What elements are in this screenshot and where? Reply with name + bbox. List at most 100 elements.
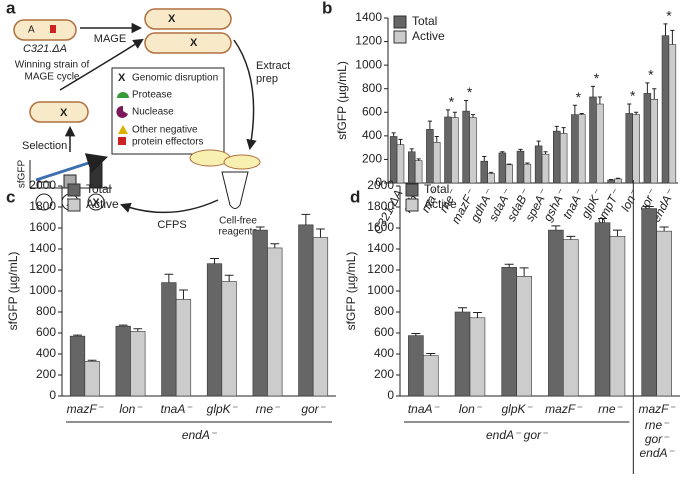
group-label: endA⁻: [639, 446, 675, 460]
error-bar: [670, 29, 675, 45]
extract-label: Extract: [256, 60, 290, 72]
error-bar: [426, 352, 436, 356]
reagents-label: reagents: [219, 227, 258, 238]
y-tick-label: 1200: [355, 34, 382, 48]
y-tick-label: 2000: [29, 178, 56, 192]
group-label: endA⁻: [182, 428, 218, 442]
group-label: rne⁻: [645, 418, 670, 432]
arrow: [233, 39, 257, 151]
bar: [206, 263, 223, 397]
bar: [523, 163, 532, 184]
error-bar: [391, 132, 396, 137]
error-bar: [612, 229, 622, 237]
legend-icon: [116, 105, 128, 118]
bar: [578, 114, 586, 184]
error-bar: [270, 243, 280, 248]
error-bar: [411, 333, 421, 336]
bar: [596, 103, 604, 184]
bar: [516, 150, 525, 184]
x-tick-label: mazF⁻: [638, 402, 676, 416]
error-bar: [561, 127, 566, 134]
x-tick-label: rne⁻: [256, 402, 281, 416]
error-bar: [434, 135, 439, 143]
y-tick-label: 1400: [29, 241, 56, 255]
bar: [462, 110, 470, 184]
bar: [625, 113, 633, 184]
cell: [13, 19, 77, 41]
error-bar: [645, 82, 650, 94]
error-bar: [427, 120, 432, 130]
legend-label: Active: [424, 197, 457, 211]
legend-label: Active: [86, 197, 119, 211]
cell-icon: X: [168, 13, 176, 25]
bar: [541, 153, 550, 184]
y-tick-label: 400: [374, 346, 394, 360]
bar: [221, 281, 237, 397]
error-bar: [118, 324, 128, 327]
bar: [563, 239, 579, 397]
bar: [498, 152, 507, 184]
bar: [451, 117, 459, 184]
y-tick-label: 0: [49, 388, 56, 402]
bar: [454, 311, 471, 397]
y-tick-label: 400: [36, 346, 56, 360]
legend-label: Total: [86, 182, 111, 196]
bar: [505, 164, 513, 184]
y-tick-label: 1000: [29, 283, 56, 297]
bar: [607, 179, 615, 184]
error-bar: [458, 307, 468, 312]
x-tick-label: lon⁻: [459, 402, 483, 416]
error-bar: [652, 88, 657, 100]
tube: [221, 171, 249, 209]
error-bar: [445, 109, 451, 117]
y-tick-label: 1400: [355, 10, 382, 24]
legend-icon: X: [118, 72, 126, 84]
bar: [668, 44, 677, 184]
bar: [501, 267, 517, 397]
legend-icon: [118, 125, 128, 134]
error-bar: [504, 263, 514, 268]
y-tick-label: 1400: [367, 241, 394, 255]
error-bar: [598, 218, 608, 223]
sfgfp-label: sfGFP: [17, 160, 28, 189]
bar: [609, 236, 626, 397]
x-tick-label: lon⁻: [119, 402, 143, 416]
error-bar: [525, 162, 530, 165]
x-tick-label: tnaA⁻: [161, 402, 194, 416]
bar: [548, 229, 564, 397]
bar: [661, 35, 670, 184]
legend-swatch: [405, 198, 419, 212]
cell: [144, 8, 232, 30]
error-bar: [536, 140, 541, 146]
error-bar: [507, 163, 512, 165]
bar: [267, 247, 283, 397]
error-bar: [255, 226, 265, 231]
error-bar: [470, 114, 476, 118]
mini-cell: [87, 193, 105, 211]
cell-extract: [223, 154, 261, 170]
y-tick-label: 800: [36, 304, 56, 318]
cfps-label: CFPS: [157, 219, 186, 231]
error-bar: [644, 205, 654, 209]
significance-marker: *: [576, 89, 582, 105]
bar: [396, 144, 405, 184]
bar: [650, 99, 658, 184]
legend-text: Nuclease: [132, 107, 174, 118]
mage-label: MAGE: [94, 33, 126, 45]
extract-label: prep: [256, 73, 278, 85]
panel-label: a: [6, 0, 16, 17]
legend-text: Genomic disruption: [132, 73, 218, 84]
bar: [594, 222, 611, 397]
legend-swatch: [393, 30, 407, 44]
bar: [516, 275, 532, 397]
y-tick-label: 1200: [29, 262, 56, 276]
winning-label: Winning strain of: [15, 60, 90, 71]
significance-marker: *: [666, 8, 672, 24]
x-tick-label: glpK⁻: [501, 402, 533, 416]
error-bar: [597, 96, 602, 105]
winning-label: MAGE cycle: [24, 72, 79, 83]
legend-label: Total: [424, 182, 449, 196]
bar: [175, 299, 192, 397]
error-bar: [133, 328, 143, 332]
error-bar: [659, 226, 669, 232]
